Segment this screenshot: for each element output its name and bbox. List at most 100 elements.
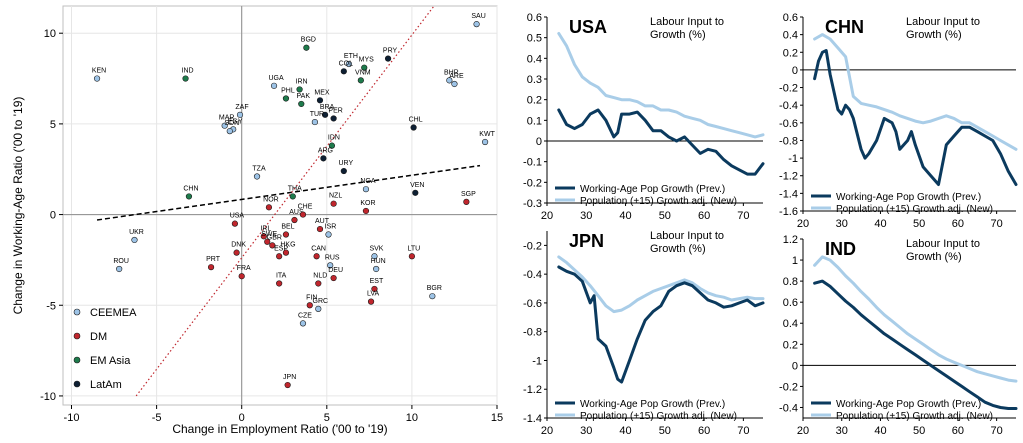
scatter-point-sau: [473, 21, 480, 28]
y-tick-label: 0.2: [783, 339, 798, 351]
y-tick-label: -1.4: [523, 413, 542, 425]
scatter-point-label: GBR: [267, 234, 282, 241]
scatter-point-chl: [410, 124, 417, 131]
x-tick-label: -5: [152, 412, 162, 424]
scatter-point-kwt: [481, 138, 489, 146]
scatter-point-label: CHN: [183, 185, 198, 192]
scatter-point-nzl: [330, 200, 337, 207]
x-tick-label: 10: [406, 412, 418, 424]
x-tick-label: 20: [541, 425, 553, 437]
legend-marker: [73, 380, 81, 388]
scatter-point-label: UKR: [129, 229, 144, 236]
scatter-point-label: CHL: [409, 117, 423, 124]
x-tick-label: 5: [324, 412, 330, 424]
scatter-point-label: BGD: [301, 37, 316, 44]
scatter-point-prt: [207, 264, 215, 271]
scatter-point-bgr: [429, 293, 436, 300]
y-tick-label: -1: [788, 153, 798, 165]
x-tick-label: 70: [737, 210, 749, 222]
scatter-point-label: BRA: [320, 104, 335, 111]
scatter-plot-area: [62, 5, 498, 406]
scatter-point-kor: [362, 207, 370, 215]
scatter-point-label: ZAF: [235, 104, 248, 111]
scatter-point-label: HUN: [371, 258, 386, 265]
scatter-point-label: SVK: [369, 245, 383, 252]
scatter-point-tur: [311, 118, 318, 126]
scatter-point-grc: [315, 305, 322, 312]
scatter-point-label: CAN: [311, 245, 326, 252]
y-tick-label: -0.6: [779, 118, 798, 130]
legend-marker: [73, 308, 81, 316]
series-line-dark: [557, 108, 765, 176]
scatter-point-label: ARG: [318, 147, 333, 154]
scatter-point-label: ISR: [325, 224, 337, 231]
legend-label: Population (+15) Growth adj. (New): [836, 204, 993, 215]
scatter-point-label: SWE: [261, 231, 277, 238]
x-tick-label: 70: [991, 218, 1003, 230]
panel-country-label: JPN: [569, 231, 604, 251]
scatter-point-pak: [298, 100, 305, 108]
y-tick-label: -0.2: [523, 240, 542, 252]
x-tick-label: 60: [952, 425, 964, 437]
y-tick-label: -0.1: [523, 157, 542, 169]
y-tick-label: -0.2: [779, 381, 798, 393]
line-chart-chn: -1.6 -1.4 -1.2 -1 -0.8 -0.6 -0.4 -0.2 0 0.2 0.4 0.6…: [779, 12, 1018, 230]
scatter-point-label: UGA: [268, 75, 284, 82]
x-axis-title: Change in Employment Ratio ('00 to '19): [172, 422, 387, 436]
scatter-point-nga: [362, 186, 370, 193]
scatter-point-label: ROU: [113, 258, 129, 265]
scatter-point-label: NGA: [360, 178, 376, 185]
scatter-point-can: [313, 253, 320, 260]
scatter-point-label: URY: [338, 160, 353, 167]
y-tick-label: 0: [50, 210, 56, 222]
legend-label: Working-Age Pop Growth (Prev.): [836, 192, 981, 203]
scatter-point-label: DNK: [231, 242, 246, 249]
x-tick-label: -10: [64, 412, 80, 424]
legend-label: EM Asia: [90, 355, 131, 367]
scatter-point-aus: [291, 216, 298, 224]
y-tick-label: 0: [792, 65, 798, 77]
y-tick-label: -1.2: [779, 171, 798, 183]
scatter-point-per: [330, 115, 337, 122]
line-chart-jpn: -1.4 -1.2 -1 -0.8 -0.6 -0.4 -0.2 20 30 40 50 60 70 JP…: [523, 230, 765, 437]
scatter-point-ita: [276, 280, 283, 287]
scatter-point-chn: [185, 193, 193, 200]
scatter-point-label: FIN: [306, 294, 317, 301]
series-line-dark: [813, 49, 1018, 186]
panel-title: Labour Input to: [650, 16, 724, 28]
scatter-point-label: KWT: [479, 131, 495, 138]
series-line-dark: [557, 265, 765, 384]
scatter-point-nld: [315, 280, 322, 287]
scatter-point-label: IRL: [260, 225, 271, 232]
x-tick-label: 40: [619, 210, 631, 222]
y-tick-label: 0.5: [527, 33, 542, 45]
x-tick-label: 70: [991, 425, 1003, 437]
panel-title: Growth (%): [650, 243, 706, 255]
scatter-point-label: BGR: [427, 285, 442, 292]
x-tick-label: 40: [874, 425, 886, 437]
scatter-point-label: AUT: [315, 218, 330, 225]
scatter-point-label: AUS: [289, 209, 304, 216]
x-tick-label: 40: [874, 218, 886, 230]
y-tick-label: -1.4: [779, 188, 798, 200]
y-tick-label: -0.4: [779, 402, 798, 414]
scatter-point-label: PAK: [297, 93, 311, 100]
scatter-point-tha: [289, 193, 296, 200]
legend-label: Population (+15) Growth adj. (New): [580, 196, 737, 207]
scatter-point-label: USA: [230, 213, 245, 220]
scatter-point-sgp: [463, 198, 470, 205]
x-tick-label: 60: [698, 210, 710, 222]
legend-marker: [73, 356, 81, 364]
x-tick-label: 30: [836, 425, 848, 437]
x-tick-label: 70: [737, 425, 749, 437]
scatter-point-are: [451, 80, 458, 88]
legend-label: Population (+15) Growth adj. (New): [580, 411, 737, 422]
scatter-point-label: NLD: [313, 272, 327, 279]
y-tick-label: 0.3: [527, 74, 542, 86]
legend-marker: [73, 332, 81, 340]
scatter-point-label: CZE: [298, 312, 312, 319]
y-tick-label: -0.2: [779, 83, 798, 95]
scatter-point-label: VEN: [410, 182, 424, 189]
y-tick-label: -10: [40, 391, 56, 403]
y-tick-label: -0.2: [523, 177, 542, 189]
